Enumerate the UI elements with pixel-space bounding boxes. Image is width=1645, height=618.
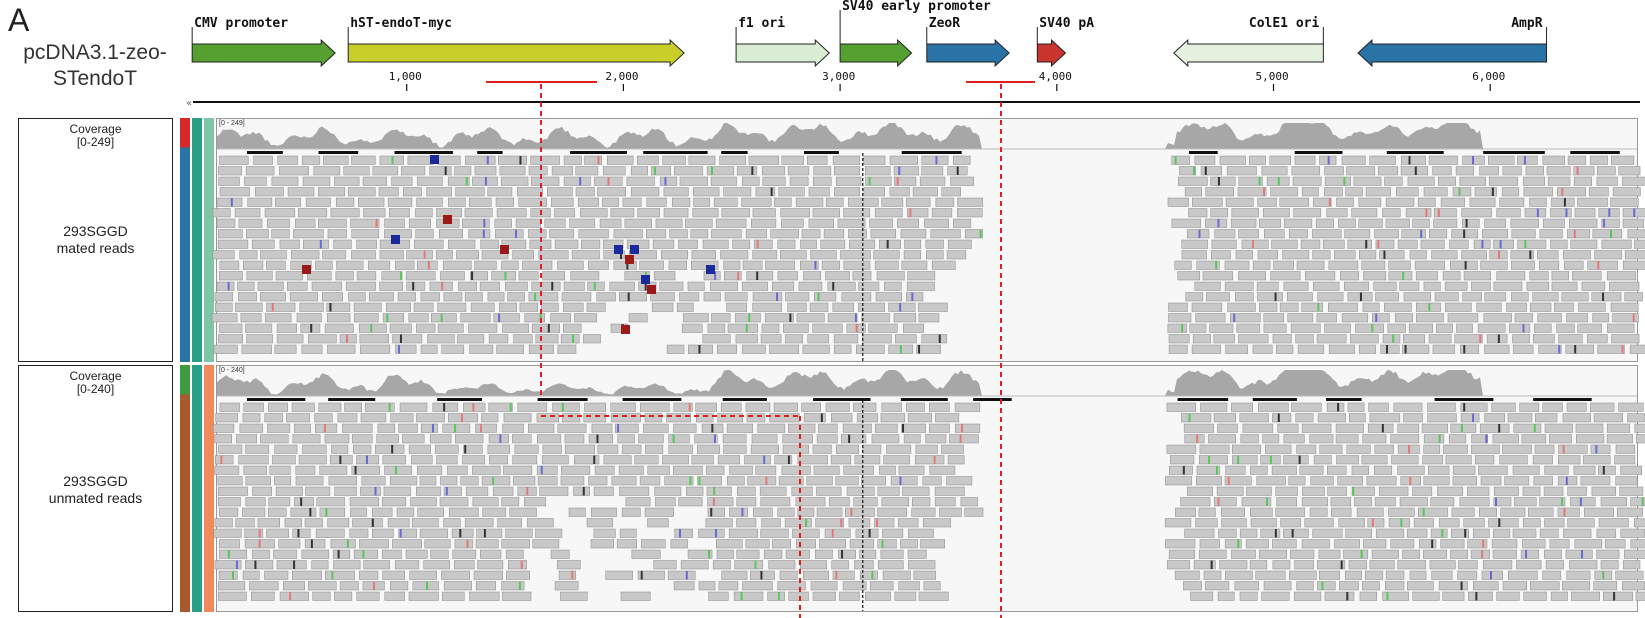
feature-label: ZeoR	[928, 16, 961, 31]
read-pileup	[213, 370, 1645, 611]
feature-arrow-zeor	[926, 38, 1010, 68]
ruler-tick-label: 3,000	[822, 70, 856, 83]
sample-color-bar	[204, 118, 214, 362]
coverage-range: [0-249]	[76, 135, 115, 149]
ruler-tick-label: 1,000	[388, 70, 422, 83]
ruler-tick-label: 2,000	[605, 70, 639, 83]
feature-label: AmpR	[1511, 16, 1543, 31]
feature-label: SV40 pA	[1039, 16, 1095, 31]
feature-arrow-cmv-promoter	[191, 38, 336, 68]
feature-arrow-hst-endot-myc	[347, 38, 685, 68]
feature-arrow-cole1-ori	[1173, 38, 1324, 68]
plasmid-name-line1: pcDNA3.1-zeo-	[23, 41, 167, 64]
panel-letter: A	[8, 2, 30, 38]
feature-label: ColE1 ori	[1248, 16, 1320, 31]
ruler-tick-label: 4,000	[1038, 70, 1072, 83]
feature-label: hST-endoT-myc	[350, 16, 452, 31]
sample-color-bar	[192, 365, 202, 612]
sample-color-bar	[180, 365, 190, 612]
coverage-scale: [0 - 249]	[219, 120, 245, 127]
feature-label: f1 ori	[738, 16, 786, 31]
svg-text:«: «	[186, 98, 192, 109]
coverage-range: [0-240]	[76, 382, 115, 396]
feature-map: «	[186, 10, 1640, 109]
coverage-label: Coverage	[69, 122, 122, 136]
track-label-mated: Coverage [0-249] 293SGGD mated reads	[18, 118, 173, 362]
track-label-unmated: Coverage [0-240] 293SGGD unmated reads	[18, 365, 173, 612]
alignment-panel-mated[interactable]: [0 - 249]	[211, 118, 1645, 362]
reads-type: mated reads	[56, 240, 135, 256]
feature-arrow-sv40-pa	[1036, 38, 1067, 68]
feature-label: SV40 early promoter	[842, 0, 991, 14]
sample-color-bar	[180, 118, 190, 362]
sample-color-bar	[192, 118, 202, 362]
read-pileup	[211, 123, 1645, 361]
sample-name: 293SGGD	[63, 223, 128, 239]
reads-type: unmated reads	[48, 490, 143, 506]
feature-arrow-ampr	[1357, 38, 1548, 68]
sample-color-bar	[204, 365, 214, 612]
coverage-scale: [0 - 240]	[219, 367, 245, 374]
feature-arrow-sv40-early-promoter	[839, 38, 913, 68]
coverage-label: Coverage	[69, 369, 122, 383]
alignment-panel-unmated[interactable]: [0 - 240]	[213, 365, 1645, 612]
plasmid-name-line2: STendoT	[52, 67, 138, 90]
sample-name: 293SGGD	[63, 473, 128, 489]
feature-label: CMV promoter	[194, 16, 289, 31]
ruler-tick-label: 5,000	[1255, 70, 1289, 83]
ruler-tick-label: 6,000	[1472, 70, 1506, 83]
feature-arrow-f1-ori	[735, 38, 830, 68]
